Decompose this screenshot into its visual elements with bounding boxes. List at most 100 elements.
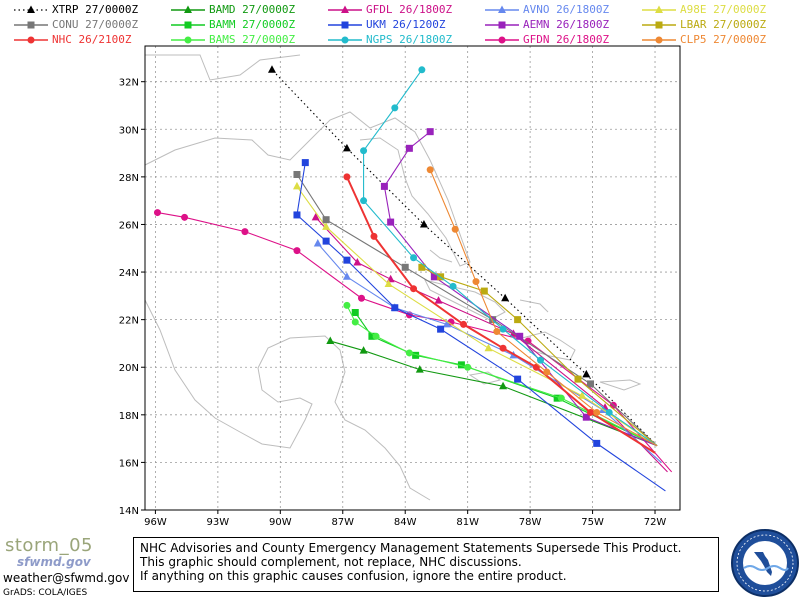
track-point-xtrp-4 xyxy=(342,143,351,152)
disclaimer-box: NHC Advisories and County Emergency Mana… xyxy=(133,537,719,592)
track-point-conu-5 xyxy=(293,170,301,178)
track-point-xtrp-3 xyxy=(419,219,428,228)
legend-label-bamm: BAMM 27/0000Z xyxy=(209,18,296,31)
track-point-lbar-2 xyxy=(514,316,522,324)
legend-marker-a98e xyxy=(655,5,663,13)
track-point-ngps-2 xyxy=(537,356,545,364)
brand-website: sfwmd.gov xyxy=(17,555,91,569)
legend-swatch-conu xyxy=(14,21,48,29)
track-point-ngps-9 xyxy=(418,66,426,74)
disclaimer-line-2: This graphic should complement, not repl… xyxy=(140,555,522,569)
x-tick-label-7: 75W xyxy=(581,517,604,528)
track-a98e xyxy=(292,181,658,447)
track-line-ukm xyxy=(296,162,666,492)
track-point-conu-4 xyxy=(322,216,330,224)
track-point-a98e-5 xyxy=(292,181,301,190)
legend-swatch-gfdn xyxy=(485,36,519,44)
track-point-avno-6 xyxy=(313,238,322,247)
brand-title: storm_05 xyxy=(5,535,93,556)
coastlines xyxy=(144,54,642,501)
legend-label-clp5: CLP5 27/0000Z xyxy=(680,33,767,46)
track-point-gfdn-6 xyxy=(293,247,301,255)
track-point-clp5-4 xyxy=(472,278,480,286)
map-border xyxy=(144,45,681,511)
track-point-avno-5 xyxy=(342,272,351,280)
track-line-aemn xyxy=(383,131,658,447)
legend-swatch-ukm xyxy=(328,21,362,29)
legend-marker-clp5 xyxy=(655,36,663,44)
track-point-bamd-3 xyxy=(359,346,368,354)
legend-marker-bamd xyxy=(184,5,192,13)
track-point-a98e-3 xyxy=(384,279,393,287)
legend-marker-ngps xyxy=(341,36,349,44)
track-point-ukm-8 xyxy=(301,159,309,167)
track-point-aemn-2 xyxy=(516,332,524,340)
track-point-ngps-3 xyxy=(499,325,507,333)
track-point-clp5-6 xyxy=(426,166,434,174)
track-point-a98e-4 xyxy=(322,222,331,230)
legend-marker-bamm xyxy=(184,21,192,29)
track-point-aemn-3 xyxy=(430,273,438,281)
legend-swatch-clp5 xyxy=(642,36,676,44)
y-tick-label-5: 22N xyxy=(119,316,139,327)
coastline-2 xyxy=(145,54,301,81)
legend-marker-bams xyxy=(184,36,192,44)
track-point-bams-1 xyxy=(557,394,565,402)
legend-marker-conu xyxy=(27,21,35,29)
y-tick-label-6: 20N xyxy=(119,363,139,374)
track-point-bams-5 xyxy=(351,318,359,326)
track-line-ngps xyxy=(363,69,658,447)
track-point-bams-6 xyxy=(343,301,351,309)
disclaimer-line-1: NHC Advisories and County Emergency Mana… xyxy=(140,541,682,555)
y-tick-label-4: 24N xyxy=(119,268,139,279)
legend-marker-lbar xyxy=(655,21,663,29)
track-point-nhc-5 xyxy=(410,285,418,293)
legend-swatch-xtrp xyxy=(14,5,48,13)
legend-marker-gfdn xyxy=(498,36,506,44)
y-tick-label-1: 30N xyxy=(119,125,139,136)
track-point-gfdn-5 xyxy=(357,294,365,302)
track-point-bams-3 xyxy=(405,349,413,357)
track-line-lbar xyxy=(421,266,658,447)
legend-label-ukm: UKM 26/1200Z xyxy=(366,18,446,31)
track-line-conu xyxy=(296,174,658,447)
track-point-clp5-5 xyxy=(451,225,459,233)
track-clp5 xyxy=(426,166,658,447)
disclaimer-line-3: If anything on this graphic causes confu… xyxy=(140,569,567,583)
y-tick-label-8: 16N xyxy=(119,458,139,469)
track-line-xtrp xyxy=(271,69,658,447)
track-bamd xyxy=(326,336,658,447)
grads-credit: GrADS: COLA/IGES xyxy=(3,588,88,598)
x-tick-label-5: 81W xyxy=(456,517,479,528)
x-tick-label-8: 72W xyxy=(644,517,667,528)
legend-swatch-nhc xyxy=(14,36,48,44)
legend-label-xtrp: XTRP 27/0000Z xyxy=(52,3,139,16)
coastline-4 xyxy=(521,331,576,361)
track-point-nhc-7 xyxy=(343,173,351,181)
y-tick-label-9: 14N xyxy=(119,506,139,517)
legend-label-nhc: NHC 26/2100Z xyxy=(52,33,132,46)
track-bams xyxy=(343,301,658,447)
x-tick-label-1: 93W xyxy=(207,517,230,528)
x-tick-label-6: 78W xyxy=(519,517,542,528)
track-point-aemn-1 xyxy=(582,413,590,421)
track-point-gfdn-7 xyxy=(241,228,249,236)
x-tick-label-4: 84W xyxy=(394,517,417,528)
legend-label-aemn: AEMN 26/1800Z xyxy=(523,18,610,31)
track-point-lbar-3 xyxy=(480,287,488,295)
legend-label-bamd: BAMD 27/0000Z xyxy=(209,3,296,16)
y-tick-label-7: 18N xyxy=(119,411,139,422)
coastline-3 xyxy=(424,279,506,321)
legend-marker-avno xyxy=(498,5,506,13)
x-tick-label-0: 96W xyxy=(144,517,167,528)
track-point-gfdl-6 xyxy=(311,212,320,221)
track-ukm xyxy=(293,159,666,492)
track-point-xtrp-1 xyxy=(582,369,591,378)
track-point-gfdn-3 xyxy=(447,318,455,326)
track-point-ngps-1 xyxy=(605,408,613,416)
track-point-bamm-2 xyxy=(457,361,465,369)
track-point-bams-4 xyxy=(372,332,380,340)
track-point-bamd-1 xyxy=(499,381,508,390)
track-gfdn xyxy=(153,209,673,473)
